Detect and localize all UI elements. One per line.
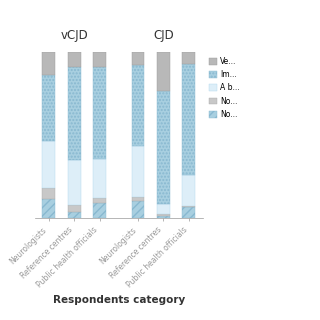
Bar — [157, 52, 170, 91]
Bar — [42, 188, 55, 199]
Bar — [68, 52, 81, 67]
Bar — [182, 64, 195, 175]
Bar — [132, 65, 144, 146]
Bar — [132, 146, 144, 197]
Bar — [42, 199, 55, 218]
Bar — [157, 204, 170, 214]
Bar — [157, 216, 170, 218]
Bar — [157, 214, 170, 216]
Bar — [182, 52, 195, 64]
Bar — [157, 91, 170, 204]
Bar — [93, 203, 106, 218]
Legend: Ve..., Im..., A b..., No..., No...: Ve..., Im..., A b..., No..., No... — [208, 56, 240, 120]
Bar — [182, 206, 195, 207]
Bar — [68, 205, 81, 212]
Bar — [93, 52, 106, 67]
Bar — [42, 140, 55, 188]
Bar — [93, 159, 106, 198]
Bar — [132, 52, 144, 65]
Bar — [132, 201, 144, 218]
Bar — [42, 75, 55, 140]
Text: vCJD: vCJD — [60, 29, 88, 43]
Text: CJD: CJD — [153, 29, 174, 43]
Bar — [68, 67, 81, 160]
Bar — [68, 160, 81, 205]
Bar — [132, 197, 144, 201]
X-axis label: Respondents category: Respondents category — [53, 295, 185, 305]
Bar — [182, 175, 195, 206]
Bar — [42, 52, 55, 75]
Bar — [93, 67, 106, 159]
Bar — [93, 198, 106, 203]
Bar — [182, 207, 195, 218]
Bar — [68, 212, 81, 218]
